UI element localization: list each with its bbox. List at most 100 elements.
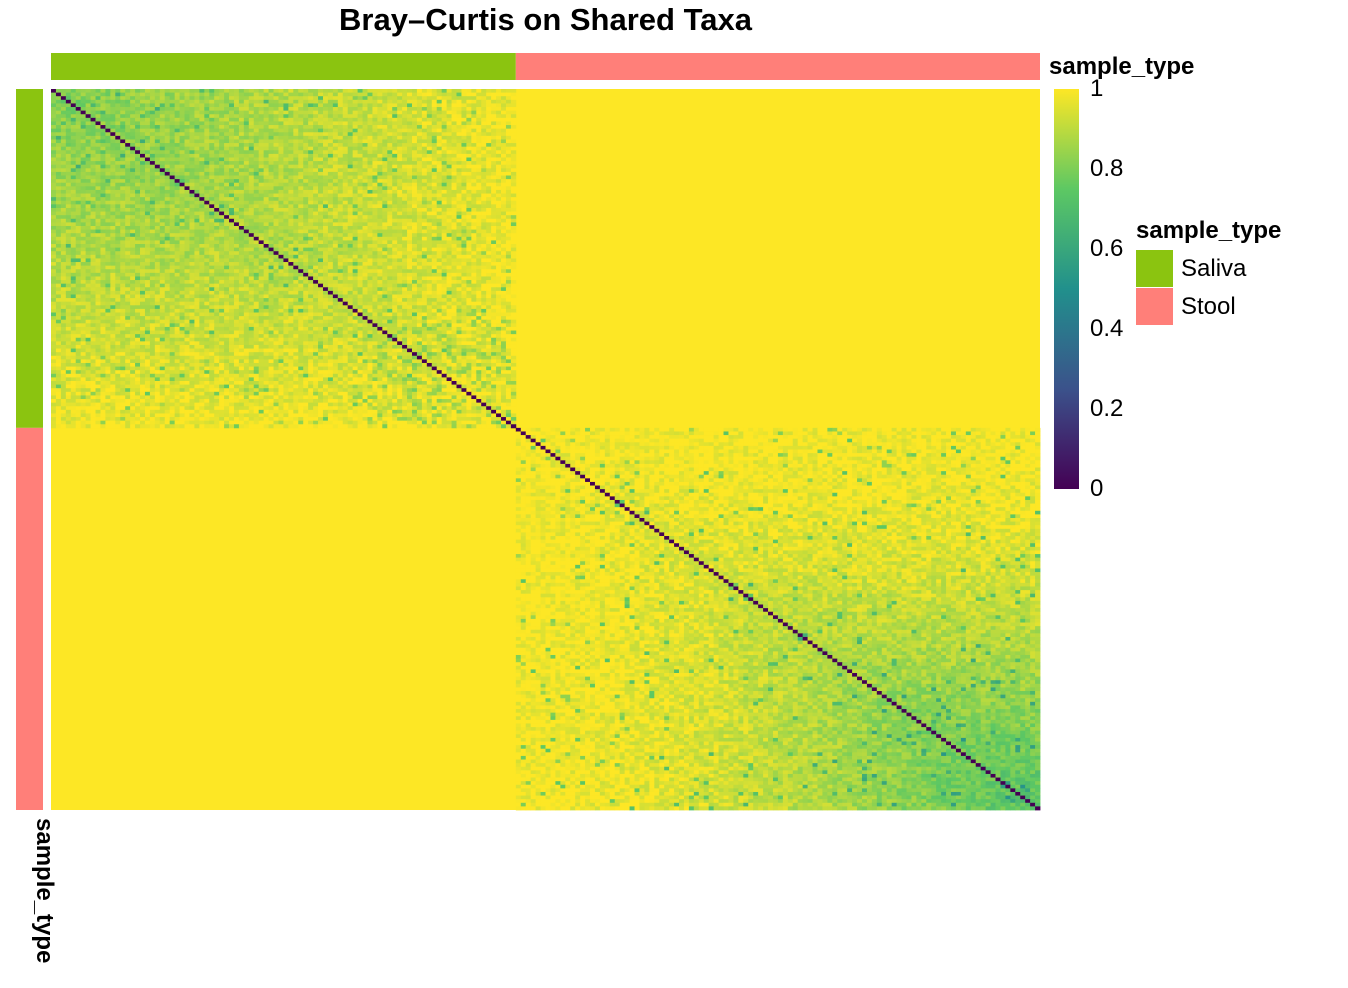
heatmap-cell: [219, 179, 225, 184]
heatmap-cell: [209, 121, 215, 126]
heatmap-cell: [159, 150, 166, 155]
heatmap-cell: [70, 276, 77, 281]
heatmap-cell: [110, 215, 116, 220]
heatmap-cell: [308, 161, 314, 166]
heatmap-cell: [461, 143, 467, 148]
heatmap-cell: [352, 107, 358, 112]
heatmap-cell: [189, 179, 195, 184]
heatmap-cell: [402, 269, 408, 274]
heatmap-cell: [436, 276, 443, 281]
heatmap-cell: [253, 204, 260, 209]
heatmap-cell: [288, 272, 294, 277]
heatmap-cell: [95, 251, 101, 256]
heatmap-cell: [431, 96, 438, 101]
heatmap-cell: [194, 179, 200, 184]
heatmap-cell: [322, 103, 329, 108]
heatmap-cell: [357, 139, 363, 144]
heatmap-cell: [105, 276, 111, 281]
heatmap-cell: [209, 262, 215, 267]
heatmap-cell: [135, 110, 141, 115]
heatmap-cell: [288, 157, 294, 162]
heatmap-cell: [154, 197, 161, 202]
heatmap-cell: [436, 175, 443, 180]
heatmap-cell: [194, 161, 200, 166]
heatmap-cell: [229, 265, 235, 270]
heatmap-cell: [288, 262, 294, 267]
heatmap-cell: [278, 193, 284, 198]
heatmap-cell: [243, 107, 250, 112]
heatmap-cell: [115, 168, 121, 173]
heatmap-cell: [501, 254, 507, 259]
heatmap-cell: [90, 114, 96, 119]
heatmap-cell: [327, 193, 334, 198]
heatmap-cell: [397, 258, 403, 263]
heatmap-cell: [144, 171, 151, 176]
heatmap-cell: [130, 251, 136, 256]
heatmap-cell: [164, 244, 171, 249]
heatmap-cell: [283, 236, 289, 241]
heatmap-cell: [456, 107, 462, 112]
heatmap-cell: [456, 96, 462, 101]
heatmap-cell: [144, 186, 151, 191]
heatmap-cell: [491, 143, 497, 148]
heatmap-cell: [214, 193, 220, 198]
heatmap-cell: [149, 276, 156, 281]
heatmap-cell: [174, 197, 180, 202]
heatmap-cell: [80, 251, 87, 256]
heatmap-cell: [357, 153, 363, 158]
heatmap-cell: [476, 146, 482, 151]
heatmap-cell: [214, 254, 220, 259]
heatmap-cell: [189, 233, 195, 238]
heatmap-cell: [481, 139, 487, 144]
heatmap-cell: [451, 96, 457, 101]
heatmap-cell: [144, 128, 151, 133]
heatmap-cell: [233, 204, 240, 209]
heatmap-cell: [248, 222, 255, 227]
heatmap-cell: [367, 247, 373, 252]
heatmap-cell: [85, 225, 91, 230]
heatmap-cell: [51, 193, 57, 198]
heatmap-cell: [313, 121, 319, 126]
heatmap-cell: [431, 89, 438, 93]
heatmap-cell: [347, 157, 354, 162]
heatmap-cell: [402, 110, 408, 115]
heatmap-cell: [159, 110, 166, 115]
heatmap-cell: [456, 233, 462, 238]
heatmap-cell: [298, 233, 304, 238]
heatmap-cell: [120, 110, 126, 115]
heatmap-cell: [219, 157, 225, 162]
heatmap-cell: [169, 222, 176, 227]
heatmap-cell: [100, 175, 106, 180]
heatmap-cell: [65, 254, 72, 259]
heatmap-cell: [461, 96, 467, 101]
heatmap-cell: [75, 143, 82, 148]
heatmap-cell: [90, 218, 96, 223]
heatmap-cell: [110, 276, 116, 281]
heatmap-cell: [115, 233, 121, 238]
heatmap-cell: [421, 139, 428, 144]
heatmap-cell: [421, 189, 428, 194]
heatmap-cell: [233, 236, 240, 241]
heatmap-cell: [184, 200, 190, 205]
heatmap-cell: [243, 143, 250, 148]
heatmap-cell: [313, 139, 319, 144]
heatmap-cell: [407, 92, 413, 97]
heatmap-cell: [461, 168, 467, 173]
heatmap-cell: [466, 218, 472, 223]
heatmap-cell: [169, 107, 176, 112]
heatmap-cell: [51, 233, 57, 238]
heatmap-cell: [416, 132, 423, 137]
heatmap-cell: [85, 233, 91, 238]
heatmap-cell: [421, 225, 428, 230]
heatmap-cell: [436, 89, 443, 93]
heatmap-cell: [313, 135, 319, 140]
heatmap-cell: [258, 225, 265, 230]
heatmap-cell: [337, 222, 344, 227]
heatmap-cell: [90, 157, 96, 162]
heatmap-cell: [154, 211, 161, 216]
heatmap-cell: [199, 125, 205, 130]
heatmap-cell: [268, 150, 274, 155]
heatmap-cell: [154, 146, 161, 151]
heatmap-cell: [421, 157, 428, 162]
heatmap-cell: [476, 197, 482, 202]
